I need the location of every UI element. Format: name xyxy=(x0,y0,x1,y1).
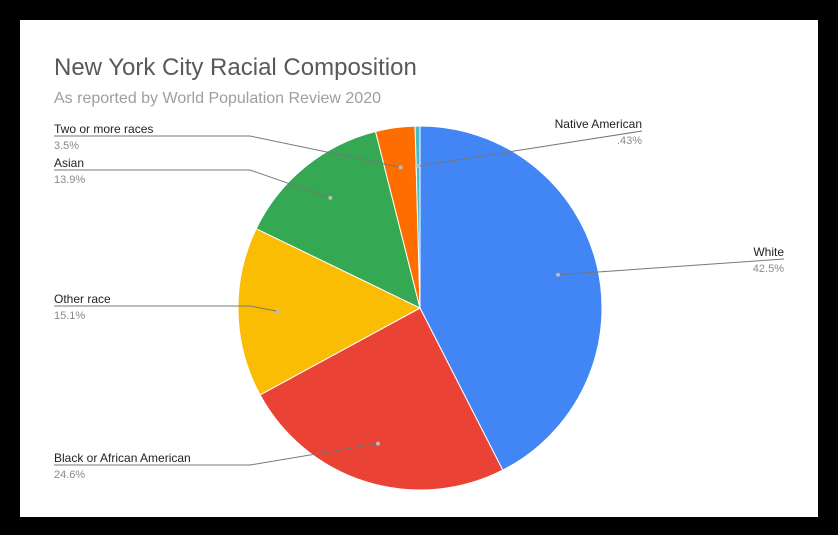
slice-label-native-american: Native American xyxy=(555,117,642,131)
slice-value-native-american: .43% xyxy=(617,135,642,147)
pie-slice-native-american xyxy=(414,125,421,309)
leader-line-other-race xyxy=(54,305,279,312)
pie-slice-other-race xyxy=(237,228,422,396)
leader-line-white xyxy=(557,258,785,276)
chart-card: New York City Racial Composition As repo… xyxy=(20,20,818,517)
leader-dot-other-race xyxy=(276,309,281,314)
leader-dot-white xyxy=(556,272,561,277)
slice-label-asian: Asian xyxy=(54,156,84,170)
leader-dot-black-or-african-american xyxy=(375,441,380,446)
chart-title: New York City Racial Composition xyxy=(54,54,417,81)
leader-dot-two-or-more-races xyxy=(398,165,403,170)
leader-line-black-or-african-american xyxy=(54,443,379,466)
leader-dot-asian xyxy=(328,195,333,200)
slice-label-other-race: Other race xyxy=(54,292,111,306)
slice-value-other-race: 15.1% xyxy=(54,310,85,322)
slice-label-white: White xyxy=(753,245,784,259)
slice-label-black-or-african-american: Black or African American xyxy=(54,451,191,465)
leader-line-native-american xyxy=(418,130,643,167)
pie-slice-asian xyxy=(255,130,421,309)
slice-value-asian: 13.9% xyxy=(54,174,85,186)
chart-subtitle: As reported by World Population Review 2… xyxy=(54,90,381,107)
pie-slice-black-or-african-american xyxy=(259,307,504,491)
slice-value-white: 42.5% xyxy=(753,263,784,275)
leader-dot-native-american xyxy=(416,164,421,169)
leader-line-asian xyxy=(54,169,331,199)
pie-chart: White 42.5% Black or African American 24.6%… xyxy=(54,117,785,491)
slice-value-two-or-more-races: 3.5% xyxy=(54,140,79,152)
leader-line-two-or-more-races xyxy=(54,135,401,168)
slice-label-two-or-more-races: Two or more races xyxy=(54,122,153,136)
pie-slice-white xyxy=(419,125,603,471)
slice-value-black-or-african-american: 24.6% xyxy=(54,469,85,481)
